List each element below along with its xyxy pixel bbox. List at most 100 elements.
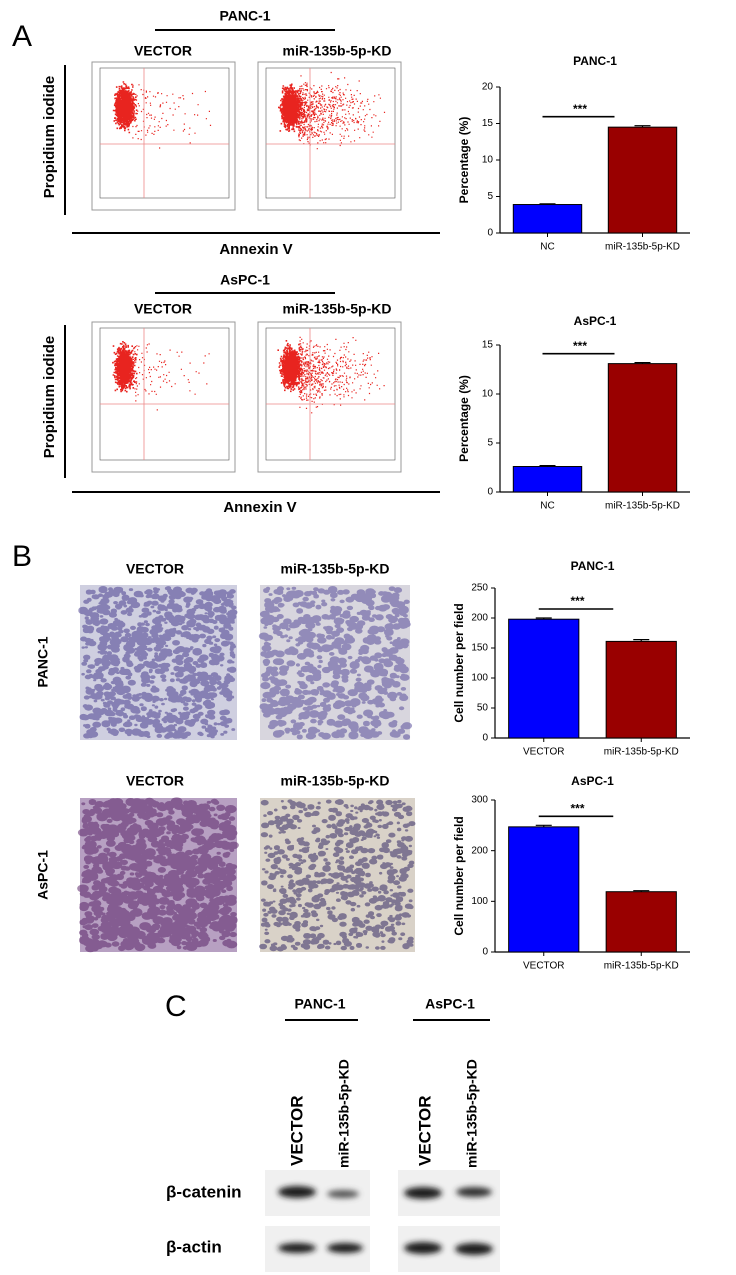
significance-label: *** <box>573 102 587 116</box>
cells <box>258 586 413 740</box>
protein-label: β-actin <box>166 1237 222 1256</box>
cells <box>259 799 416 952</box>
y-tick-label: 200 <box>471 613 488 624</box>
y-tick-label: 5 <box>487 438 493 449</box>
panel-label: A <box>12 20 32 53</box>
axis-label: Propidium iodide <box>41 76 58 199</box>
x-tick-label: miR-135b-5p-KD <box>605 242 680 253</box>
flow-plot <box>257 321 402 473</box>
y-axis-label: Percentage (%) <box>457 117 471 204</box>
x-tick-label: NC <box>540 242 554 253</box>
error-bar <box>633 890 650 892</box>
flow-events <box>278 71 386 150</box>
y-tick-label: 10 <box>482 389 494 400</box>
micrograph <box>77 797 239 953</box>
y-tick-label: 150 <box>471 643 488 654</box>
panel-label: B <box>12 540 32 573</box>
micrograph <box>258 585 413 740</box>
condition-label: miR-135b-5p-KD <box>281 561 390 577</box>
y-tick-label: 5 <box>487 191 493 202</box>
micrograph <box>78 585 238 740</box>
y-tick-label: 20 <box>482 82 494 93</box>
bar <box>508 618 580 739</box>
y-tick-label: 0 <box>482 947 488 958</box>
y-tick-label: 100 <box>471 896 488 907</box>
axis-label: Annexin V <box>219 241 292 258</box>
significance-label: *** <box>570 802 584 816</box>
y-tick-label: 250 <box>471 583 488 594</box>
y-tick-label: 15 <box>482 340 494 351</box>
x-tick-label: miR-135b-5p-KD <box>605 501 680 512</box>
x-tick-label: VECTOR <box>523 747 565 758</box>
y-tick-label: 300 <box>471 795 488 806</box>
bar <box>512 466 583 493</box>
cells <box>78 586 238 739</box>
condition-label: miR-135b-5p-KD <box>283 43 392 59</box>
significance-label: *** <box>570 594 584 608</box>
x-tick-label: NC <box>540 501 554 512</box>
x-tick-label: VECTOR <box>523 961 565 972</box>
row-label: PANC-1 <box>35 636 51 687</box>
y-axis-label: Cell number per field <box>452 603 466 722</box>
x-tick-label: miR-135b-5p-KD <box>604 961 679 972</box>
y-tick-label: 100 <box>471 673 488 684</box>
error-bar <box>535 617 552 620</box>
y-tick-label: 50 <box>477 703 489 714</box>
lane-label: VECTOR <box>287 1095 306 1166</box>
error-bar <box>634 362 651 364</box>
chart-title: AsPC-1 <box>571 774 614 788</box>
bar <box>607 126 678 234</box>
micrograph <box>259 798 416 952</box>
protein-label: β-catenin <box>166 1182 242 1201</box>
condition-label: miR-135b-5p-KD <box>281 773 390 789</box>
bar <box>508 826 580 953</box>
error-bar <box>633 639 650 642</box>
group-header: AsPC-1 <box>220 272 270 288</box>
flow-events <box>112 341 210 411</box>
error-bar <box>634 125 651 128</box>
cells <box>77 797 239 953</box>
error-bar <box>535 824 552 827</box>
group-header: AsPC-1 <box>425 996 475 1012</box>
x-tick-label: miR-135b-5p-KD <box>604 747 679 758</box>
bar <box>605 891 677 953</box>
y-tick-label: 0 <box>487 487 493 498</box>
bar <box>605 640 677 739</box>
error-bar <box>539 203 556 205</box>
condition-label: miR-135b-5p-KD <box>283 301 392 317</box>
y-tick-label: 0 <box>487 228 493 239</box>
blot <box>265 1170 500 1272</box>
plot-area <box>99 327 230 461</box>
flow-events <box>112 81 212 149</box>
bar <box>512 204 583 234</box>
lane-label: miR-135b-5p-KD <box>336 1059 352 1168</box>
row-label: AsPC-1 <box>35 850 51 900</box>
flow-plot <box>91 321 236 473</box>
chart-title: AsPC-1 <box>574 314 617 328</box>
flow-plot <box>257 61 402 211</box>
y-axis-label: Percentage (%) <box>457 375 471 462</box>
panel-label: C <box>165 990 187 1023</box>
y-tick-label: 10 <box>482 155 494 166</box>
error-bar <box>539 464 556 467</box>
chart-title: PANC-1 <box>571 559 615 573</box>
chart-title: PANC-1 <box>573 54 617 68</box>
condition-label: VECTOR <box>126 773 184 789</box>
group-header: PANC-1 <box>219 8 270 24</box>
significance-label: *** <box>573 339 587 353</box>
condition-label: VECTOR <box>134 301 192 317</box>
flow-plot <box>91 61 236 211</box>
y-axis-label: Cell number per field <box>452 816 466 935</box>
lane-label: VECTOR <box>415 1095 434 1166</box>
bar <box>607 363 678 493</box>
group-header: PANC-1 <box>294 996 345 1012</box>
condition-label: VECTOR <box>134 43 192 59</box>
y-tick-label: 0 <box>482 733 488 744</box>
condition-label: VECTOR <box>126 561 184 577</box>
axis-label: Annexin V <box>223 499 296 516</box>
y-tick-label: 15 <box>482 118 494 129</box>
y-tick-label: 200 <box>471 845 488 856</box>
lane-label: miR-135b-5p-KD <box>464 1059 480 1168</box>
